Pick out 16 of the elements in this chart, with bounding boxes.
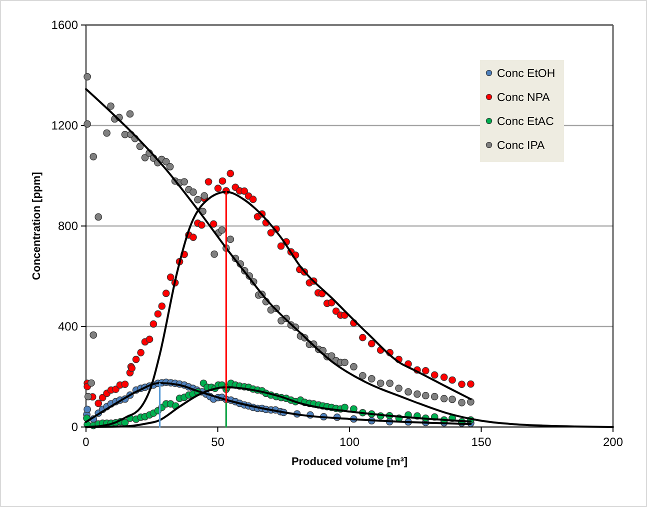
x-tick-label: 150: [471, 435, 492, 449]
y-tick-label: 0: [71, 420, 78, 434]
legend-label: Conc EtAC: [497, 116, 554, 128]
y-axis-title: Concentration [ppm]: [31, 172, 43, 280]
y-tick-label: 1200: [51, 118, 78, 133]
x-tick-label: 50: [211, 435, 225, 449]
x-axis-title: Produced volume [m³]: [291, 456, 408, 468]
legend-label: Conc IPA: [497, 140, 546, 152]
x-tick-label: 100: [339, 435, 360, 449]
legend-label: Conc NPA: [497, 92, 550, 104]
x-tick-label: 0: [82, 435, 90, 449]
y-tick-label: 400: [58, 320, 78, 334]
legend-label: Conc EtOH: [497, 68, 556, 80]
x-tick-label: 200: [602, 435, 624, 449]
y-tick-label: 800: [58, 219, 78, 234]
y-tick-label: 1600: [51, 18, 78, 32]
